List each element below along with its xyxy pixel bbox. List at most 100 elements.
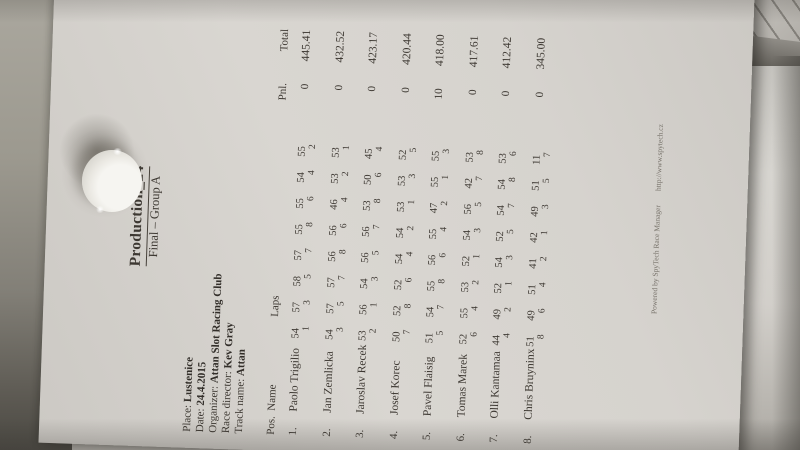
lap-cell: 55 3 [431, 136, 453, 163]
lane-number: 7 [401, 329, 413, 335]
driver-name: Chris Bruyninx [522, 348, 537, 420]
lap-count: 54 [393, 253, 405, 265]
penalty-value: 0 [499, 90, 513, 97]
lane-number: 3 [540, 204, 551, 210]
position-label: 4. [387, 430, 400, 440]
powered-by-text: Powered by SpyTech Race Manager [649, 204, 663, 315]
info-value: 24.4.2015 [194, 361, 209, 406]
lap-cell: 52 8 [392, 291, 414, 318]
lane-number: 2 [340, 171, 351, 177]
header-pos: Pos. [264, 415, 278, 435]
info-value: Kev Gray [222, 322, 236, 369]
lap-count: 57 [324, 303, 337, 314]
lane-number: 6 [373, 172, 385, 178]
lap-count: 53 [361, 200, 374, 212]
lap-cell: 57 5 [325, 289, 347, 316]
lap-count: 55 [430, 150, 442, 162]
info-label: Date: [193, 405, 207, 433]
lane-number: 7 [506, 203, 518, 209]
header-name: Name [265, 384, 279, 411]
lap-count: 53 [396, 175, 408, 187]
lap-count: 53 [464, 151, 476, 163]
position-label: 8. [521, 435, 534, 444]
lap-cell: 54 3 [461, 215, 483, 242]
right-edge-shadow [772, 56, 800, 450]
position-label: 7. [487, 434, 501, 443]
lap-cell: 51 5 [530, 166, 552, 193]
lap-count: 56 [327, 225, 339, 236]
lane-number: 4 [404, 251, 415, 257]
lap-count: 54 [493, 256, 506, 268]
lap-count: 56 [359, 252, 372, 264]
lap-cell: 54 3 [494, 242, 516, 269]
penalty-value: 0 [533, 91, 546, 98]
lap-count: 45 [363, 148, 375, 160]
lane-number: 7 [336, 275, 348, 281]
lane-number: 5 [435, 330, 446, 336]
lap-count: 11 [530, 154, 543, 166]
lap-count: 57 [293, 249, 305, 261]
penalty-value: 0 [466, 89, 479, 96]
lap-cell: 52 1 [460, 241, 482, 268]
lap-count: 51 [424, 332, 436, 344]
lap-count: 50 [390, 331, 403, 343]
lane-number: 4 [502, 333, 513, 339]
position-label: 2. [320, 428, 333, 437]
driver-name: Jan Zemlicka [321, 350, 336, 413]
lap-count: 52 [397, 149, 409, 161]
lap-count: 57 [325, 277, 337, 288]
lap-count: 56 [462, 203, 474, 215]
driver-name: Olli Kantamaa [488, 350, 503, 419]
lap-count: 55 [294, 197, 307, 209]
lane-number: 6 [536, 308, 547, 314]
lap-count: 52 [492, 282, 505, 294]
lap-count: 52 [391, 305, 403, 317]
lap-cell: 53 3 [396, 161, 418, 188]
lap-cell: 44 4 [491, 320, 513, 347]
lane-number: 6 [468, 331, 480, 337]
total-value: 432.52 [333, 30, 347, 63]
lap-cell: 55 4 [459, 293, 481, 320]
lap-count: 54 [496, 178, 508, 190]
lap-cell: 56 1 [358, 290, 380, 317]
lap-cell: 56 7 [361, 212, 383, 239]
lap-cell: 54 7 [425, 292, 447, 319]
lap-count: 55 [426, 280, 438, 292]
lap-cell: 41 2 [527, 244, 549, 271]
lane-number: 3 [472, 227, 483, 234]
lap-cell: 53 8 [464, 137, 486, 164]
lane-number: 4 [537, 282, 548, 288]
lap-cell: 49 2 [492, 294, 514, 321]
lane-number: 4 [374, 146, 386, 152]
lane-number: 8 [402, 303, 414, 309]
lane-number: 3 [505, 255, 516, 261]
lap-count: 51 [524, 336, 536, 347]
penalty-value: 0 [298, 83, 312, 90]
lane-number: 5 [371, 250, 382, 256]
driver-name: Pavel Flaisig [421, 356, 436, 417]
driver-name: Tomas Marek [455, 353, 470, 418]
lap-cell: 55 6 [295, 183, 317, 210]
lap-count: 54 [425, 306, 437, 318]
lap-cell: 58 5 [292, 261, 314, 288]
lane-number: 2 [307, 144, 319, 150]
lap-cell: 11 7 [531, 140, 553, 167]
lane-number: 3 [407, 173, 418, 179]
lap-cell: 53 2 [357, 316, 379, 343]
lane-number: 5 [408, 147, 419, 153]
lap-count: 53 [329, 173, 341, 185]
info-label: Place: [180, 401, 194, 433]
lap-count: 52 [457, 333, 470, 345]
results-sheet-paper: Production_24 Final – Group A Place: Lus… [38, 0, 756, 450]
lane-number: 3 [302, 300, 313, 306]
lane-number: 7 [542, 152, 553, 158]
lap-cell: 49 6 [526, 296, 548, 323]
lap-cell: 52 5 [495, 216, 517, 243]
lap-count: 54 [359, 278, 371, 290]
lap-count: 47 [428, 202, 441, 214]
penalty-value: 0 [365, 85, 379, 92]
lane-number: 3 [441, 148, 452, 154]
lap-cell: 56 5 [360, 238, 382, 265]
lane-number: 5 [541, 178, 552, 184]
lap-count: 54 [495, 204, 508, 216]
